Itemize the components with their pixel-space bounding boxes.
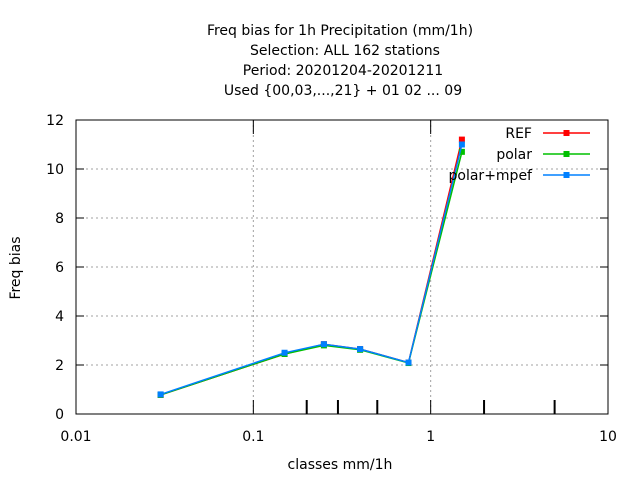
legend-swatch-marker — [563, 172, 570, 178]
y-tick-label: 10 — [46, 162, 64, 178]
y-tick-labels: 0 2 4 6 8 10 12 — [46, 113, 64, 423]
chart-title-line-3: Period: 20201204-20201211 — [243, 63, 443, 79]
x-tick-label: 0.1 — [242, 429, 264, 445]
data-point-REF — [458, 136, 465, 143]
chart-title-line-4: Used {00,03,...,21} + 01 02 ... 09 — [224, 83, 462, 99]
x-minor-ticks — [305, 400, 556, 414]
x-tick-label: 10 — [599, 429, 617, 445]
y-tick-label: 6 — [55, 260, 64, 276]
legend-swatch-marker — [563, 130, 570, 136]
data-point-polar+mpef — [458, 141, 465, 148]
series-lines — [157, 136, 465, 398]
x-tick-label: 0.01 — [60, 429, 91, 445]
legend: REF polar polar+mpef — [449, 126, 590, 184]
data-point-polar+mpef — [405, 359, 412, 366]
x-tick-labels: 0.01 0.1 1 10 — [60, 429, 617, 445]
data-point-polar+mpef — [357, 346, 364, 353]
data-point-polar+mpef — [320, 341, 327, 348]
legend-label: polar+mpef — [449, 168, 534, 184]
x-axis-label: classes mm/1h — [288, 457, 393, 473]
data-point-polar+mpef — [281, 349, 288, 356]
series-line-polar+mpef — [160, 144, 463, 396]
legend-label: polar — [496, 147, 532, 163]
chart-title-line-1: Freq bias for 1h Precipitation (mm/1h) — [207, 23, 473, 39]
data-point-polar — [458, 148, 465, 155]
plot-frame — [75, 119, 609, 415]
y-tick-label: 12 — [46, 113, 64, 129]
y-tick-label: 2 — [55, 358, 64, 374]
series-line-polar — [160, 151, 463, 396]
data-point-polar+mpef — [157, 391, 164, 398]
legend-swatch-marker — [563, 151, 570, 157]
y-axis-label: Freq bias — [8, 236, 24, 299]
chart-title: Freq bias for 1h Precipitation (mm/1h) S… — [207, 23, 473, 99]
y-tick-label: 0 — [55, 407, 64, 423]
grid-lines — [76, 120, 608, 414]
legend-label: REF — [505, 126, 532, 142]
y-tick-label: 4 — [55, 309, 64, 325]
chart-title-line-2: Selection: ALL 162 stations — [250, 43, 440, 59]
y-tick-label: 8 — [55, 211, 64, 227]
x-tick-label: 1 — [426, 429, 435, 445]
